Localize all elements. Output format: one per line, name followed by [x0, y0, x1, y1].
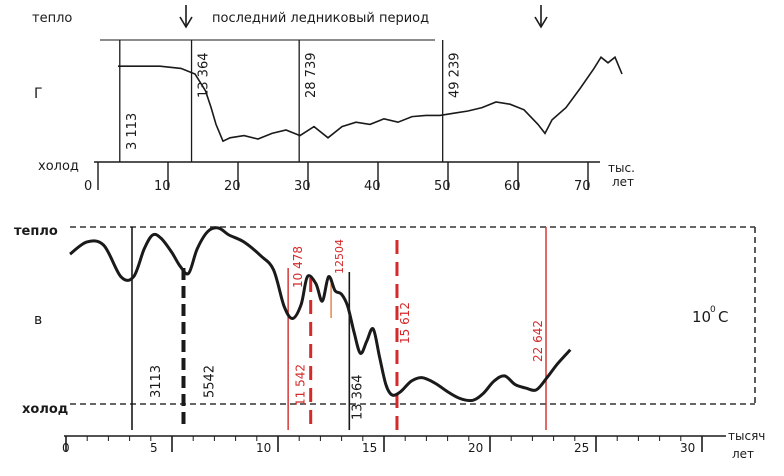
bottom-x-tick-label: 10: [256, 441, 271, 455]
top-arrow-right: [534, 5, 548, 29]
temp-degree: 0: [710, 305, 716, 315]
bottom-cold-label: холод: [22, 402, 68, 417]
top-x-tick-label: 30: [294, 179, 311, 194]
top-x-tick-label: 70: [574, 179, 591, 194]
top-marker-label: 3 113: [125, 113, 140, 150]
top-marker-label: 28 739: [304, 53, 319, 99]
bottom-chart: тепло холод в 0 5 10 15 20 25 30 3113 5542 13 36…: [14, 224, 765, 461]
bottom-x-tick-label: 30: [680, 441, 695, 455]
top-chart-title: последний ледниковый период: [212, 11, 429, 26]
bottom-orange-marker-label: 12504: [333, 239, 346, 274]
bottom-black-marker-label: 13 364: [350, 375, 365, 421]
bottom-x-tick-label: 20: [468, 441, 483, 455]
bottom-temperature-curve: [69, 226, 572, 403]
top-x-tick-label: 60: [504, 179, 521, 194]
bottom-red-marker-label: 15 612: [398, 302, 412, 344]
bottom-x-tick-label: 5: [150, 441, 158, 455]
temp-unit: C: [718, 308, 728, 326]
top-arrow-left: [179, 5, 193, 29]
top-temperature-curve: [117, 55, 623, 143]
bottom-unit-line1: тысяч: [728, 429, 765, 443]
bottom-x-tick-label: 0: [62, 441, 70, 455]
bottom-red-marker-label: 22 642: [531, 320, 545, 362]
bottom-red-marker-label: 11 542: [294, 364, 308, 406]
bottom-black-marker-label: 5542: [202, 365, 217, 398]
top-x-tick-label: 40: [364, 179, 381, 194]
bottom-black-marker-label: 3113: [149, 365, 164, 398]
top-x-tick-label: 50: [434, 179, 451, 194]
top-cold-label: холод: [38, 159, 79, 174]
top-panel-letter: Г: [34, 86, 43, 102]
top-unit-line1: тыс.: [608, 161, 635, 175]
bottom-warm-label: тепло: [14, 224, 58, 239]
temperature-annotation: 10 0 C: [692, 305, 728, 326]
top-warm-label: тепло: [32, 11, 72, 26]
bottom-x-tick-label: 15: [362, 441, 377, 455]
top-marker-label: 49 239: [448, 53, 463, 99]
top-unit-line2: лет: [612, 175, 634, 189]
top-marker-label: 13 364: [197, 53, 212, 99]
top-x-tick-label: 0: [84, 179, 92, 194]
top-x-tick-label: 10: [154, 179, 171, 194]
bottom-x-tick-label: 25: [574, 441, 589, 455]
bottom-panel-letter: в: [34, 312, 42, 328]
top-chart: тепло холод Г последний ледниковый перио…: [32, 5, 635, 194]
bottom-unit-line2: лет: [732, 447, 754, 461]
top-x-tick-label: 20: [224, 179, 241, 194]
bottom-red-marker-label: 10 478: [291, 246, 305, 288]
temp-value: 10: [692, 308, 711, 326]
